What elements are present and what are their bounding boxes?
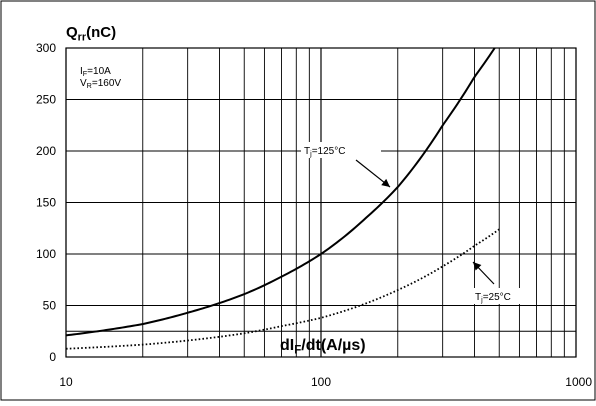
x-tick-label: 100 bbox=[311, 375, 331, 389]
series-line-tj125 bbox=[65, 47, 496, 337]
y-tick-label: 0 bbox=[49, 350, 56, 364]
y-tick-label: 50 bbox=[43, 299, 57, 313]
series-label-bg bbox=[301, 142, 381, 158]
y-tick-label: 100 bbox=[36, 247, 56, 261]
y-axis-title: Qrr(nC) bbox=[66, 24, 116, 43]
x-tick-label: 1000 bbox=[565, 375, 592, 389]
series-label-tj25-arrow-head bbox=[473, 262, 482, 271]
y-tick-label: 200 bbox=[36, 144, 56, 158]
y-tick-label: 150 bbox=[36, 196, 56, 210]
condition-label: VR=160V bbox=[80, 78, 121, 90]
conditions-background bbox=[73, 54, 137, 94]
series-layer bbox=[65, 47, 500, 350]
series-label-tj25: Tj=25°C bbox=[475, 292, 511, 304]
series-line-tj25 bbox=[65, 228, 500, 350]
plot-area-border bbox=[65, 47, 577, 358]
tick-labels: 0 50 100 150 200 250 300 10 100 1000 bbox=[36, 41, 592, 389]
y-tick-label: 250 bbox=[36, 93, 56, 107]
grid-lines bbox=[65, 47, 577, 358]
series-label-tj125-arrow-head bbox=[381, 178, 390, 187]
series-label-tj125: Tj=125°C bbox=[304, 146, 345, 158]
x-axis-title: dIF/dt(A/µs) bbox=[280, 337, 366, 357]
condition-label: IF=10A bbox=[80, 66, 111, 78]
y-tick-label: 300 bbox=[36, 41, 56, 55]
x-tick-label: 10 bbox=[59, 375, 73, 389]
series-label-bg bbox=[472, 288, 534, 304]
